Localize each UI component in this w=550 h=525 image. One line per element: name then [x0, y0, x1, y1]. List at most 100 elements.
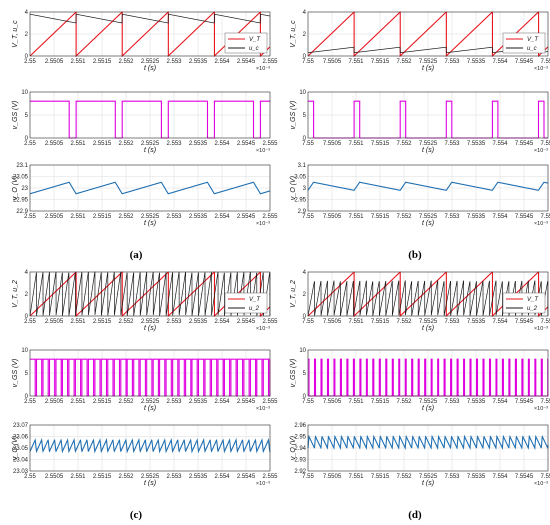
y-axis-label: v_GS (V) — [290, 359, 297, 388]
y-tick-label: 5 — [25, 371, 29, 377]
x-tick-label: 2.551 — [70, 59, 86, 65]
x-tick-label: 2.5525 — [141, 59, 160, 65]
x-tick-label: 2.552 — [118, 214, 134, 220]
chart-panel-d-top: 7.55 7.5505 7.551 7.5515 7.552 7.5525 7.553 7.5… — [290, 270, 550, 332]
x-tick-label: 2.551 — [70, 474, 86, 480]
y-tick-label: 2.96 — [294, 423, 306, 429]
y-tick-label: 2.94 — [294, 446, 306, 452]
plot-frame — [307, 349, 549, 397]
x-tick-label: 2.553 — [166, 474, 182, 480]
x-axis-label: t (s) — [144, 405, 156, 412]
y-tick-label: 0 — [25, 136, 29, 142]
x-tick-label: 7.552 — [396, 59, 412, 65]
caption-d: (d) — [408, 509, 422, 521]
x-tick-label: 2.5545 — [237, 214, 256, 220]
x-tick-label: 7.5535 — [467, 474, 486, 480]
x-tick-label: 2.555 — [262, 474, 278, 480]
chart-panel-c-mid: 2.55 2.5505 2.551 2.5515 2.552 2.5525 2.553 2.5… — [12, 348, 278, 412]
y-tick-label: 0 — [303, 394, 307, 400]
y-axis-label: v_O (V) — [290, 436, 297, 460]
x-tick-label: 2.555 — [262, 59, 278, 65]
x-tick-label: 2.5545 — [237, 319, 256, 325]
x-tick-label: 2.553 — [166, 59, 182, 65]
legend-box — [502, 292, 546, 314]
x-tick-label: 2.555 — [262, 399, 278, 405]
x-tick-label: 2.5515 — [93, 59, 112, 65]
x-tick-label: 7.553 — [444, 474, 460, 480]
x-tick-label: 7.5545 — [515, 214, 534, 220]
x-tick-label: 2.555 — [262, 319, 278, 325]
x-tick-label: 7.551 — [348, 214, 364, 220]
legend-box — [224, 32, 268, 54]
x-tick-label: 2.551 — [70, 141, 86, 147]
x-tick-label: 2.554 — [214, 399, 230, 405]
x-tick-label: 2.55 — [24, 59, 36, 65]
x-tick-label: 2.553 — [166, 399, 182, 405]
x-exponent-label: ×10⁻³ — [534, 326, 548, 332]
x-axis-label: t (s) — [422, 405, 434, 412]
y-axis-label: v_O (V) — [12, 176, 19, 200]
x-tick-label: 2.552 — [118, 141, 134, 147]
y-tick-label: 23.05 — [13, 446, 29, 452]
x-tick-label: 7.5515 — [371, 141, 390, 147]
y-tick-label: 3.1 — [298, 163, 307, 169]
x-axis-label: t (s) — [144, 65, 156, 72]
x-tick-label: 7.551 — [348, 319, 364, 325]
x-tick-label: 2.5545 — [237, 474, 256, 480]
y-tick-label: 10 — [21, 348, 28, 354]
y-tick-label: 0 — [303, 136, 307, 142]
x-tick-label: 7.5545 — [515, 319, 534, 325]
x-tick-label: 2.5525 — [141, 214, 160, 220]
x-tick-label: 2.5525 — [141, 141, 160, 147]
x-tick-label: 7.5505 — [323, 399, 342, 405]
x-tick-label: 2.5505 — [45, 59, 64, 65]
x-axis-label: t (s) — [144, 147, 156, 154]
plot-frame — [307, 11, 549, 57]
x-tick-label: 7.5545 — [515, 141, 534, 147]
x-axis-label: t (s) — [422, 65, 434, 72]
x-tick-label: 2.5505 — [45, 319, 64, 325]
y-axis-label: v_GS (V) — [12, 101, 19, 130]
y-tick-label: 23.03 — [13, 469, 29, 475]
x-tick-label: 2.5525 — [141, 474, 160, 480]
y-axis-label: V_T, u_2 — [290, 280, 297, 308]
x-tick-label: 7.5505 — [323, 319, 342, 325]
y-tick-label: 23.04 — [13, 458, 29, 464]
legend-label: V_T — [527, 37, 539, 43]
y-tick-label: 0 — [25, 394, 29, 400]
x-tick-label: 2.5535 — [189, 319, 208, 325]
x-tick-label: 7.5535 — [467, 59, 486, 65]
x-tick-label: 2.551 — [70, 319, 86, 325]
x-axis-label: t (s) — [422, 325, 434, 332]
x-exponent-label: ×10⁻³ — [256, 148, 270, 154]
y-tick-label: 4 — [25, 10, 29, 16]
plot-frame — [307, 271, 549, 317]
x-tick-label: 7.554 — [492, 319, 508, 325]
plot-frame — [307, 164, 549, 212]
x-tick-label: 2.5525 — [141, 319, 160, 325]
x-tick-label: 2.5535 — [189, 399, 208, 405]
x-tick-label: 7.5545 — [515, 59, 534, 65]
y-tick-label: 4 — [25, 270, 29, 276]
x-tick-label: 2.5535 — [189, 141, 208, 147]
y-axis-label: v_GS (V) — [290, 101, 297, 130]
x-tick-label: 2.5505 — [45, 399, 64, 405]
y-tick-label: 10 — [299, 90, 306, 96]
x-tick-label: 2.552 — [118, 399, 134, 405]
series-line-u-c — [29, 13, 271, 24]
y-tick-label: 2.92 — [294, 469, 306, 475]
plot-frame — [307, 91, 549, 139]
y-tick-label: 2 — [25, 32, 29, 38]
x-axis-label: t (s) — [144, 220, 156, 227]
x-tick-label: 2.554 — [214, 141, 230, 147]
y-tick-label: 4 — [303, 10, 307, 16]
x-tick-label: 2.5515 — [93, 399, 112, 405]
y-tick-label: 23.07 — [13, 423, 29, 429]
plot-frame — [29, 91, 271, 139]
x-exponent-label: ×10⁻³ — [256, 406, 270, 412]
x-tick-label: 2.5515 — [93, 474, 112, 480]
x-tick-label: 7.5535 — [467, 214, 486, 220]
chart-panel-d-mid: 7.55 7.5505 7.551 7.5515 7.552 7.5525 7.553 7.5… — [290, 348, 550, 412]
x-tick-label: 2.554 — [214, 214, 230, 220]
x-tick-label: 2.5505 — [45, 214, 64, 220]
